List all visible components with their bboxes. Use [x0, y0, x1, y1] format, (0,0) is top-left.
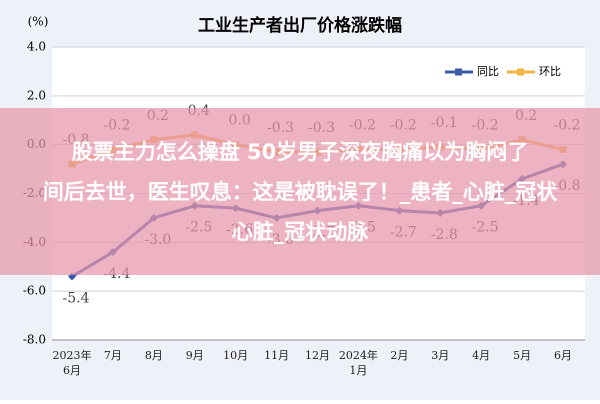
- legend-label: 环比: [539, 65, 561, 78]
- x-tick-label: 12月: [305, 349, 330, 362]
- y-tick-label: 4.0: [27, 40, 46, 54]
- x-tick-label: 10月: [223, 349, 249, 362]
- x-tick-label: 6月: [554, 349, 572, 362]
- chart-title: 工业生产者出厂价格涨跌幅: [198, 15, 402, 36]
- legend-marker: [517, 68, 524, 76]
- y-tick-label: -6.0: [23, 284, 46, 298]
- x-tick-label: 2月: [390, 349, 409, 362]
- x-tick-label: 5月: [513, 349, 532, 362]
- x-tick-label: 2024年1月: [338, 349, 378, 377]
- x-tick-label: 4月: [472, 349, 491, 362]
- x-tick-label: 8月: [144, 349, 163, 362]
- banner-line: 股票主力怎么操盘 50岁男子深夜胸痛以为胸闷了: [71, 139, 529, 164]
- y-tick-label: -8.0: [23, 333, 46, 347]
- x-tick-label: 7月: [103, 349, 122, 362]
- x-tick-label: 2023年6月: [52, 349, 92, 377]
- legend-marker: [455, 68, 462, 76]
- legend-label: 同比: [477, 65, 499, 78]
- banner-line: 心脏_冠状动脉: [231, 219, 369, 244]
- x-tick-label: 11月: [264, 349, 290, 362]
- banner-line: 间后去世，医生叹息：这是被耽误了！_患者_心脏_冠状: [42, 179, 558, 204]
- data-label: -5.4: [63, 291, 90, 307]
- x-tick-label: 3月: [431, 349, 450, 362]
- y-tick-label: 2.0: [27, 88, 46, 102]
- banner[interactable]: 股票主力怎么操盘 50岁男子深夜胸痛以为胸闷了 间后去世，医生叹息：这是被耽误了…: [0, 108, 600, 275]
- y-axis-label: (%): [28, 15, 49, 29]
- x-tick-label: 9月: [185, 349, 204, 362]
